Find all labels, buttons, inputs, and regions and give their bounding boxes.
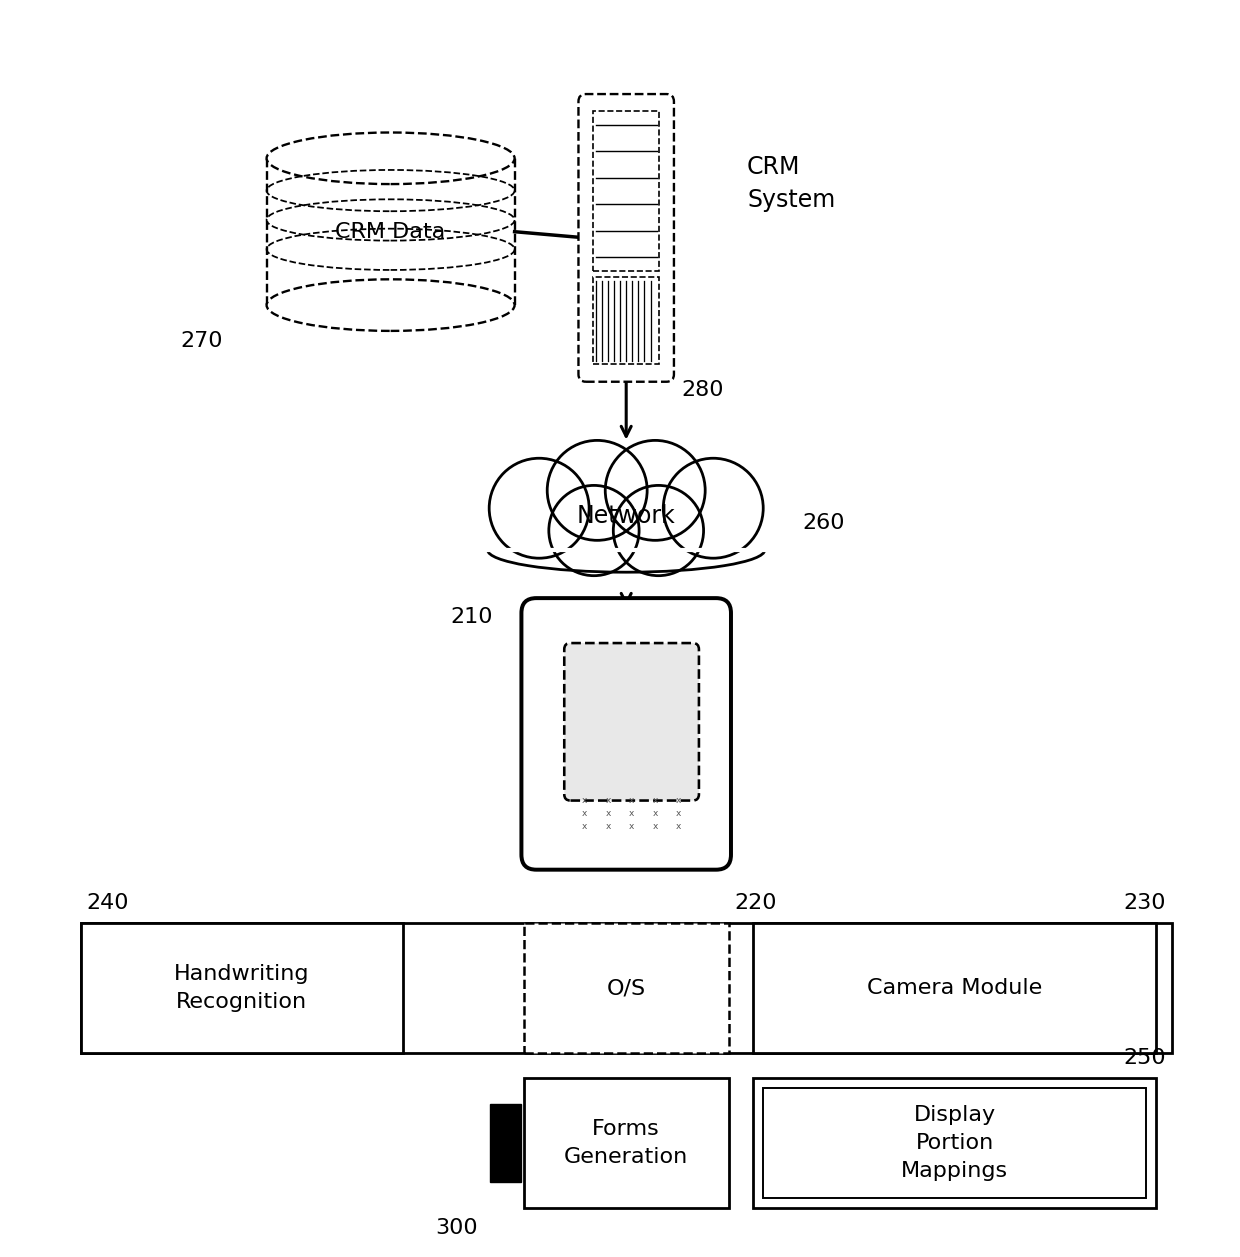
Text: x: x [605,796,611,804]
Text: x: x [676,796,681,804]
Bar [81,923,403,1053]
Bar [754,923,1157,1053]
Text: 230: 230 [1123,892,1166,913]
Bar [594,112,660,270]
Text: 260: 260 [802,513,844,533]
Text: x: x [605,810,611,818]
FancyBboxPatch shape [578,94,675,382]
Circle shape [547,440,647,541]
Bar [523,923,729,1053]
Text: 210: 210 [450,607,492,627]
Text: 300: 300 [435,1218,477,1238]
Text: Network: Network [577,504,676,528]
FancyBboxPatch shape [521,598,730,870]
Text: x: x [676,810,681,818]
Text: Camera Module: Camera Module [867,978,1043,998]
Text: 220: 220 [734,892,777,913]
FancyBboxPatch shape [564,644,699,801]
Text: x: x [652,822,657,831]
Text: x: x [652,796,657,804]
Circle shape [605,440,706,541]
Text: x: x [629,796,635,804]
Text: Display
Portion
Mappings: Display Portion Mappings [901,1105,1008,1182]
Ellipse shape [267,132,515,184]
Text: x: x [629,810,635,818]
Text: Forms
Generation: Forms Generation [564,1119,688,1166]
Bar [754,1079,1157,1208]
Bar [487,515,765,549]
Text: O/S: O/S [606,978,646,998]
Bar [523,1079,729,1208]
Bar [594,277,660,365]
Text: 270: 270 [181,331,223,351]
Circle shape [663,459,764,558]
Text: x: x [652,810,657,818]
Bar [764,1087,1147,1198]
Circle shape [549,485,639,576]
Text: x: x [676,822,681,831]
Ellipse shape [267,279,515,331]
Text: CRM
System: CRM System [746,155,836,212]
Text: 250: 250 [1123,1048,1166,1068]
Text: 280: 280 [682,381,724,401]
Bar [81,923,1172,1053]
Text: CRM Data: CRM Data [336,221,445,241]
Circle shape [614,485,703,576]
Bar [490,1104,521,1182]
Text: x: x [629,822,635,831]
Text: x: x [605,822,611,831]
Text: x: x [582,796,588,804]
Bar [267,158,515,305]
Text: x: x [582,810,588,818]
Text: 240: 240 [87,892,129,913]
Text: x: x [582,822,588,831]
Circle shape [489,459,589,558]
Text: Handwriting
Recognition: Handwriting Recognition [174,964,310,1012]
